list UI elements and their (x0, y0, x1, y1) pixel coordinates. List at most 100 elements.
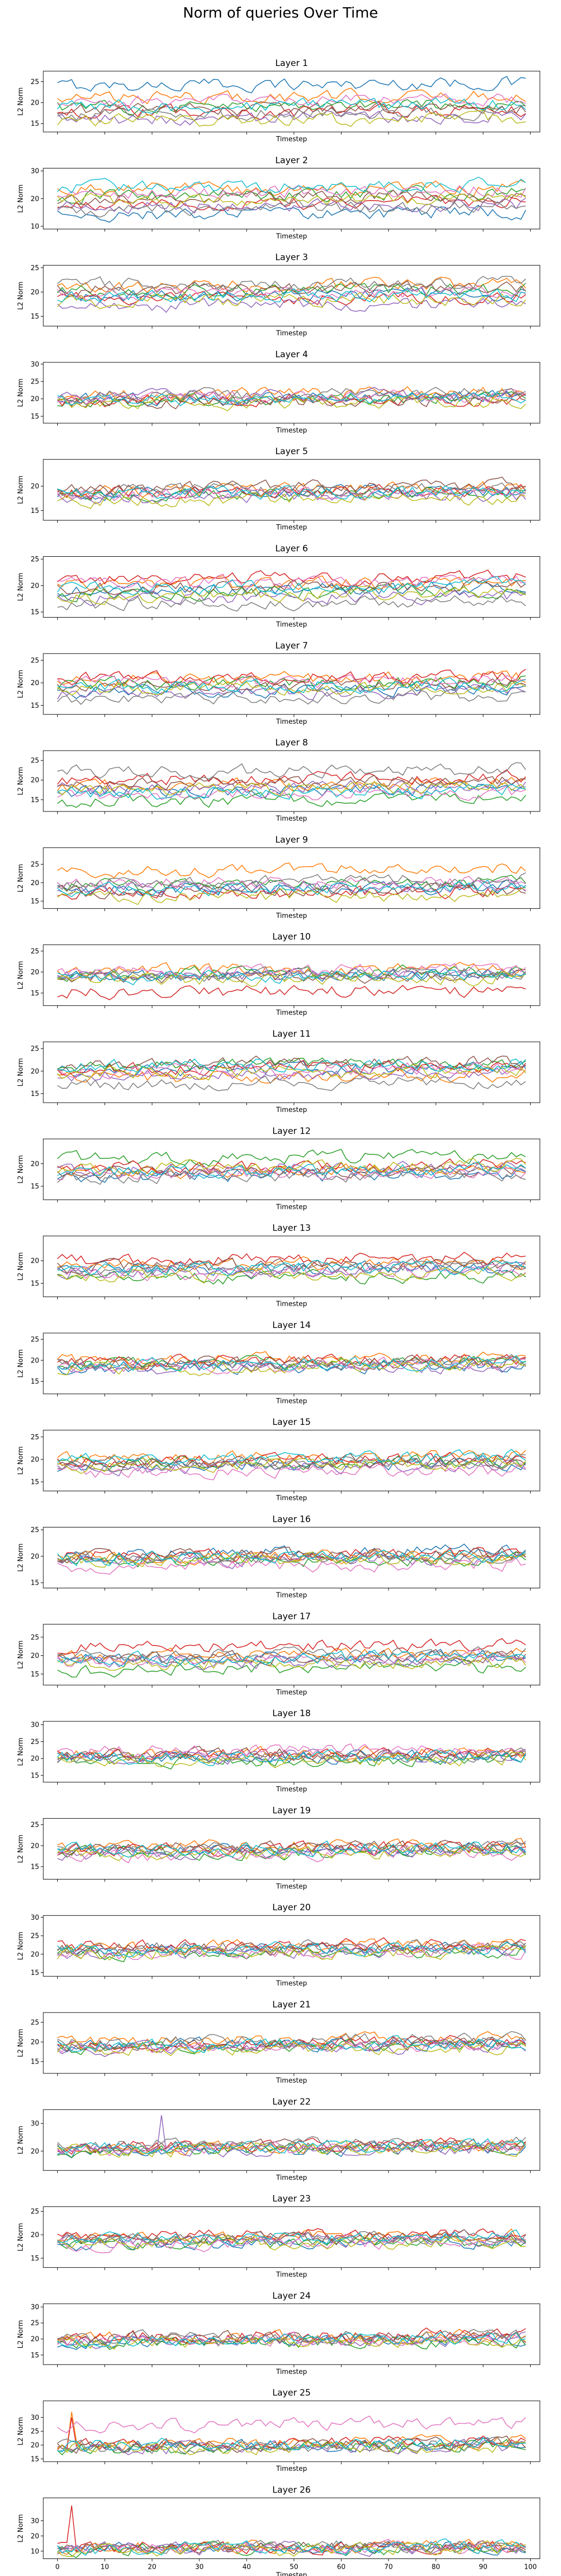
chart-title: Layer 1 (275, 58, 308, 69)
x-tick-label: 50 (290, 2564, 298, 2571)
series-line (57, 872, 526, 890)
plot-frame (43, 2012, 540, 2074)
series-line (57, 1940, 526, 1957)
series-line (57, 2331, 526, 2348)
plot-frame (43, 2498, 540, 2559)
y-axis-label: L2 Norm (17, 2223, 25, 2251)
series-line (57, 1252, 526, 1267)
y-axis-label: L2 Norm (17, 767, 25, 795)
series-line (57, 1167, 526, 1185)
chart-title: Layer 8 (275, 738, 308, 748)
plot-frame (43, 653, 540, 715)
y-tick-label: 20 (30, 1553, 39, 1560)
series-line (57, 1066, 526, 1082)
series-line (57, 1551, 526, 1568)
series-line (57, 575, 526, 592)
series-line (57, 1264, 526, 1282)
chart-layer-4: Layer 4 15 20 25 30 Timestep L2 Norm (17, 350, 540, 435)
x-axis-label: Timestep (276, 621, 307, 629)
chart-layer-22: Layer 22 20 30 Timestep L2 Norm (17, 2097, 540, 2182)
y-tick-label: 15 (30, 1863, 39, 1871)
chart-layer-18: Layer 18 15 20 25 30 Timestep L2 Norm (17, 1708, 540, 1793)
y-tick-label: 15 (30, 1969, 39, 1977)
y-axis-label: L2 Norm (17, 378, 25, 407)
series-line (57, 1260, 526, 1276)
series-line (57, 291, 526, 306)
series-line (57, 1454, 526, 1473)
plot-frame (43, 1721, 540, 1783)
y-tick-label: 25 (30, 1933, 39, 1940)
series-line (57, 1075, 526, 1091)
y-tick-label: 20 (30, 1456, 39, 1464)
series-line (57, 1450, 526, 1466)
y-axis-label: L2 Norm (17, 2320, 25, 2348)
chart-title: Layer 14 (273, 1320, 311, 1331)
y-tick-label: 20 (30, 1160, 39, 1168)
y-tick-label: 25 (30, 1045, 39, 1053)
series-line (57, 1939, 526, 1955)
y-tick-label: 15 (30, 507, 39, 515)
series-line (57, 1256, 526, 1272)
chart-title: Layer 25 (273, 2388, 311, 2398)
series-line (57, 1452, 526, 1468)
series-line (57, 476, 526, 494)
y-axis-label: L2 Norm (17, 1932, 25, 1960)
series-line (57, 969, 526, 984)
y-tick-label: 20 (30, 2533, 39, 2540)
series-line (57, 674, 526, 689)
chart-layer-17: Layer 17 15 20 25 Timestep L2 Norm (17, 1611, 540, 1697)
x-axis-label: Timestep (276, 1689, 307, 1697)
series-line (57, 1647, 526, 1664)
series-line (57, 2235, 526, 2251)
plot-frame (43, 1915, 540, 1977)
y-tick-label: 25 (30, 948, 39, 955)
series-line (57, 1449, 526, 1466)
y-tick-label: 25 (30, 556, 39, 563)
chart-layer-25: Layer 25 15 20 25 30 Timestep L2 Norm (17, 2388, 540, 2473)
y-tick-label: 20 (30, 195, 39, 203)
x-axis-label: Timestep (276, 1883, 307, 1890)
series-line (57, 762, 526, 780)
series-line (57, 670, 526, 688)
y-tick-label: 25 (30, 2320, 39, 2328)
chart-title: Layer 19 (273, 1805, 311, 1816)
series-line (57, 669, 526, 686)
x-axis-label: Timestep (276, 524, 307, 531)
series-line (57, 97, 526, 114)
chart-title: Layer 10 (273, 932, 311, 942)
series-line (57, 1839, 526, 1856)
series-line (57, 292, 526, 309)
series-line (57, 280, 526, 298)
y-tick-label: 20 (30, 969, 39, 976)
series-line (57, 393, 526, 411)
chart-title: Layer 3 (275, 253, 308, 263)
series-line (57, 492, 526, 509)
chart-layer-26: Layer 26 0 10 20 30 40 50 60 70 80 90 100 10 20 30 Time… (17, 2485, 540, 2576)
chart-title: Layer 22 (273, 2097, 311, 2107)
series-line (57, 1543, 526, 1562)
series-line (57, 297, 526, 313)
series-line (57, 590, 526, 606)
series-line (57, 880, 526, 895)
x-axis-label: Timestep (276, 2077, 307, 2085)
x-axis-label: Timestep (276, 2465, 307, 2473)
series-line (57, 774, 526, 790)
y-tick-label: 15 (30, 1671, 39, 1678)
plot-frame (43, 556, 540, 618)
series-line (57, 879, 526, 896)
y-tick-label: 25 (30, 861, 39, 869)
y-axis-label: L2 Norm (17, 1543, 25, 1572)
y-tick-label: 20 (30, 395, 39, 403)
series-line (57, 1552, 526, 1569)
y-tick-label: 10 (30, 2548, 39, 2555)
series-line (57, 1551, 526, 1568)
series-line (57, 1549, 526, 1567)
chart-layer-16: Layer 16 15 20 25 Timestep L2 Norm (17, 1515, 540, 1600)
x-axis-label: Timestep (276, 1203, 307, 1211)
y-tick-label: 15 (30, 990, 39, 998)
y-tick-label: 20 (30, 2336, 39, 2344)
series-line (57, 1751, 526, 1770)
y-tick-label: 30 (30, 2414, 39, 2422)
chart-title: Layer 16 (273, 1515, 311, 1525)
